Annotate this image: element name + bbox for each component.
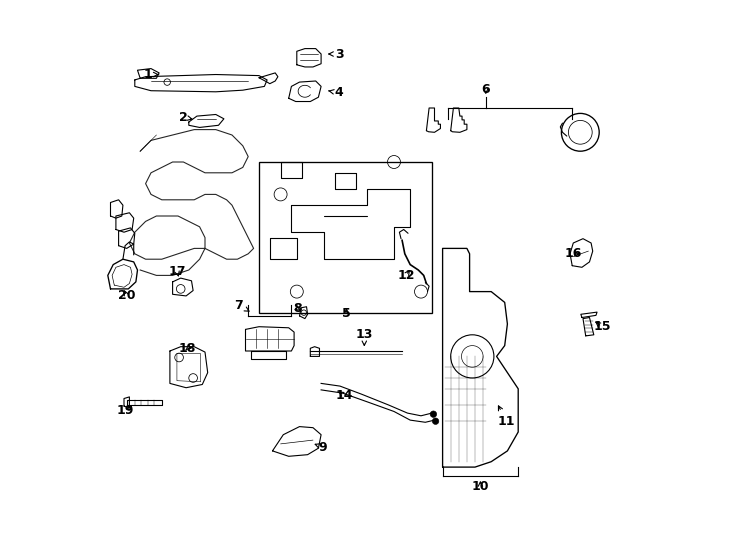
Text: 14: 14: [335, 389, 353, 402]
Text: 11: 11: [498, 406, 515, 428]
Text: 1: 1: [144, 68, 159, 81]
Text: 12: 12: [397, 269, 415, 282]
Text: 9: 9: [315, 441, 327, 454]
Text: 7: 7: [234, 299, 249, 312]
Text: 17: 17: [168, 265, 186, 278]
Bar: [259, 162, 432, 313]
Text: 13: 13: [355, 328, 373, 346]
Text: 5: 5: [342, 307, 351, 320]
Text: 18: 18: [179, 342, 197, 355]
Text: 6: 6: [482, 83, 490, 96]
Text: 20: 20: [118, 289, 136, 302]
Circle shape: [430, 411, 437, 417]
Text: 10: 10: [472, 480, 489, 492]
Text: 8: 8: [294, 302, 302, 315]
Text: 3: 3: [329, 48, 344, 60]
Text: 4: 4: [329, 86, 344, 99]
Text: 15: 15: [593, 320, 611, 333]
Text: 19: 19: [117, 404, 134, 417]
Circle shape: [432, 418, 439, 424]
Text: 2: 2: [179, 111, 192, 124]
Text: 16: 16: [564, 247, 582, 260]
